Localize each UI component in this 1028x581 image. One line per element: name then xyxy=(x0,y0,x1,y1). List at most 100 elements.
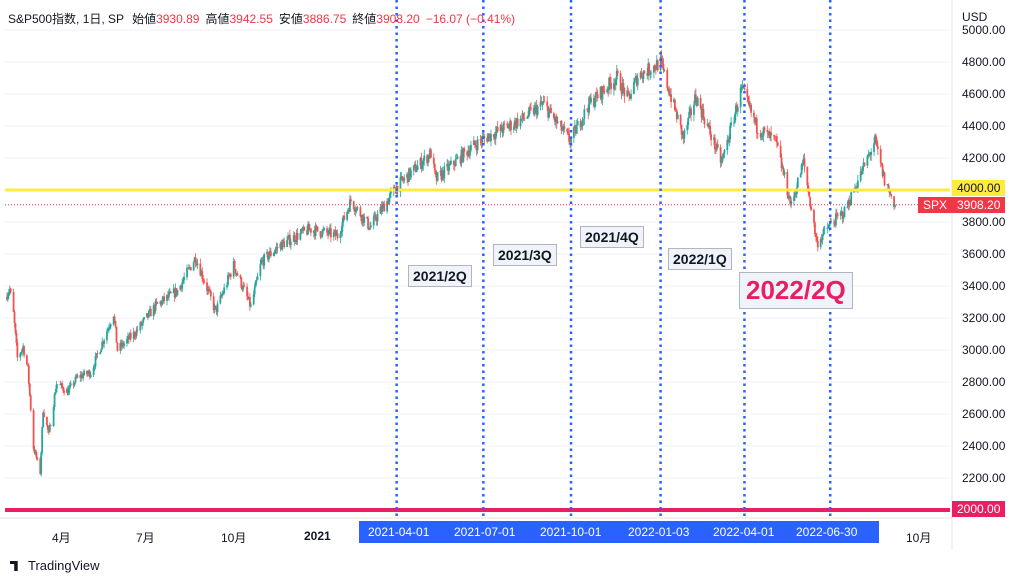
candle-body-189 xyxy=(256,276,259,280)
x-tick-oct: 10月 xyxy=(221,531,247,545)
candle-body-582 xyxy=(781,167,784,169)
candle-body-523 xyxy=(702,109,705,119)
candle-body-422 xyxy=(568,133,571,142)
candle-body-89 xyxy=(123,343,126,346)
candle-body-479 xyxy=(643,71,646,74)
candle-body-228 xyxy=(309,228,311,230)
candle-body-217 xyxy=(294,241,297,243)
candle-body-402 xyxy=(541,103,544,105)
candle-body-653 xyxy=(875,139,878,147)
candle-body-258 xyxy=(349,199,351,212)
candle-body-269 xyxy=(363,216,366,223)
candle-body-494 xyxy=(663,69,666,71)
y-tick-label: 5000.00 xyxy=(962,23,1006,37)
magenta-line-price-tag: 2000.00 xyxy=(952,501,1006,517)
candle-body-201 xyxy=(273,251,276,254)
candle-body-499 xyxy=(670,94,672,102)
candle-body-449 xyxy=(603,90,606,93)
candle-body-587 xyxy=(788,196,791,199)
candle-body-577 xyxy=(774,136,777,138)
candle-body-38 xyxy=(55,384,58,393)
candle-body-563 xyxy=(755,118,758,134)
candle-body-528 xyxy=(709,125,712,135)
candle-body-556 xyxy=(747,96,750,102)
candle-body-192 xyxy=(261,259,264,261)
candle-body-491 xyxy=(660,56,663,61)
candle-body-56 xyxy=(80,374,83,378)
candle-body-206 xyxy=(280,243,283,250)
candle-body-207 xyxy=(281,239,284,250)
candle-body-146 xyxy=(200,271,203,276)
candle-body-229 xyxy=(309,228,312,233)
candle-body-234 xyxy=(316,226,319,232)
quarter-date-5: 2022-06-30 xyxy=(790,521,864,543)
candle-body-307 xyxy=(414,164,417,172)
candle-body-647 xyxy=(868,153,871,155)
candle-body-613 xyxy=(822,229,825,235)
candle-body-36 xyxy=(53,394,56,408)
candle-body-380 xyxy=(512,126,515,131)
candle-body-660 xyxy=(886,184,889,186)
candle-body-325 xyxy=(439,170,442,173)
candle-body-365 xyxy=(492,134,495,138)
quarter-date-4: 2022-04-01 xyxy=(707,521,781,543)
candle-body-414 xyxy=(556,121,559,124)
candle-body-197 xyxy=(268,256,270,260)
candle-body-611 xyxy=(820,239,823,241)
candle-body-49 xyxy=(69,383,72,386)
tradingview-logo[interactable]: TradingView xyxy=(10,558,100,573)
candle-body-117 xyxy=(161,300,164,305)
candle-body-115 xyxy=(159,301,162,304)
candle-body-545 xyxy=(733,122,735,124)
candle-body-443 xyxy=(595,92,598,95)
candle-body-75 xyxy=(106,331,108,341)
candle-body-232 xyxy=(314,225,317,236)
candle-body-250 xyxy=(339,233,342,239)
candle-body-242 xyxy=(328,229,330,235)
high-value: 3942.55 xyxy=(229,12,273,26)
candle-body-16 xyxy=(26,364,29,366)
candle-body-136 xyxy=(187,267,189,269)
candle-body-552 xyxy=(741,86,744,87)
candle-body-390 xyxy=(526,117,529,119)
candle-body-339 xyxy=(456,156,459,159)
candle-body-103 xyxy=(142,319,145,323)
candle-body-313 xyxy=(422,160,425,165)
candle-body-308 xyxy=(415,169,418,172)
candle-body-501 xyxy=(673,99,676,110)
candle-body-247 xyxy=(334,230,337,236)
candle-body-505 xyxy=(679,114,682,125)
candle-body-285 xyxy=(386,201,389,212)
candle-body-340 xyxy=(459,156,462,164)
candle-body-565 xyxy=(759,133,762,138)
candle-body-133 xyxy=(182,280,185,283)
candle-body-625 xyxy=(839,212,842,216)
candle-body-323 xyxy=(435,175,438,181)
candle-body-334 xyxy=(450,160,452,165)
candle-body-148 xyxy=(202,278,205,281)
candle-body-406 xyxy=(547,106,550,118)
y-tick-label: 2200.00 xyxy=(962,471,1006,485)
candle-body-602 xyxy=(808,192,811,198)
candle-body-412 xyxy=(554,116,557,122)
candle-body-474 xyxy=(636,77,639,86)
candle-body-418 xyxy=(562,126,565,130)
candle-body-156 xyxy=(213,305,216,310)
candle-body-82 xyxy=(114,320,117,327)
candle-body-299 xyxy=(403,178,406,181)
candle-body-281 xyxy=(380,206,383,212)
candle-body-629 xyxy=(843,206,846,218)
candle-body-57 xyxy=(81,374,84,379)
candle-body-592 xyxy=(794,193,797,195)
candle-body-70 xyxy=(99,352,102,355)
candle-body-50 xyxy=(72,383,75,386)
candle-body-108 xyxy=(148,308,151,311)
candle-body-142 xyxy=(194,257,197,263)
candle-body-533 xyxy=(715,143,718,150)
candle-body-194 xyxy=(263,254,266,266)
candle-body-398 xyxy=(535,105,538,115)
candle-body-243 xyxy=(329,228,331,230)
candle-body-272 xyxy=(368,228,370,230)
x-tick-2021: 2021 xyxy=(304,529,331,543)
candle-body-586 xyxy=(787,194,790,199)
